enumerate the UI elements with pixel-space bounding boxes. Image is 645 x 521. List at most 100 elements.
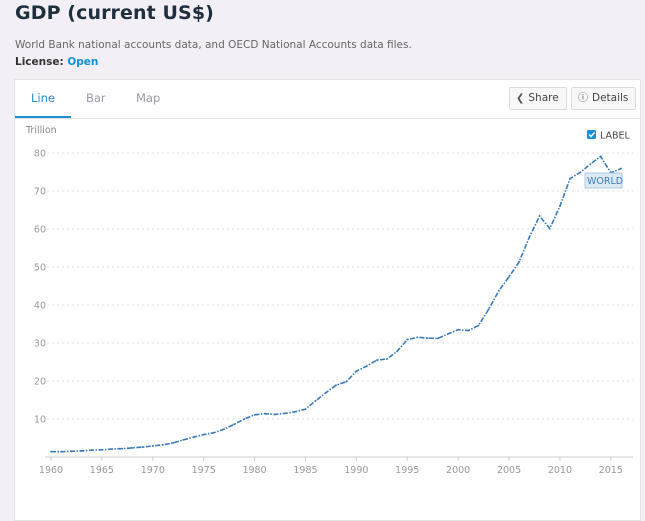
y-tick-label: 70 <box>34 187 46 198</box>
x-tick-label: 1995 <box>395 465 419 476</box>
series-label-text: WORLD <box>587 176 623 187</box>
x-tick-label: 1980 <box>242 465 266 476</box>
data-point <box>90 449 93 452</box>
data-point <box>355 370 358 373</box>
data-point <box>416 336 419 339</box>
data-point <box>579 171 582 174</box>
series-label-world: WORLD <box>584 172 623 189</box>
data-point <box>559 205 561 208</box>
data-point <box>497 289 500 292</box>
series-line-world <box>51 155 622 453</box>
data-point <box>172 442 175 444</box>
data-point <box>406 338 409 341</box>
license-label: License: <box>15 56 68 68</box>
data-point <box>80 450 83 452</box>
license-open-link[interactable]: Open <box>67 56 99 68</box>
source-description: World Bank national accounts data, and O… <box>15 39 412 51</box>
data-point <box>426 337 429 339</box>
license-line: License: Open <box>15 56 98 68</box>
data-point <box>121 447 124 450</box>
data-point <box>304 408 307 411</box>
details-label: Details <box>592 92 629 104</box>
gdp-line-chart: 10 20 30 40 50 60 70 80 1960 1965 1970 1975 1980 198… <box>25 125 633 476</box>
label-toggle-text: LABEL <box>600 131 631 142</box>
details-button[interactable]: ⓘ Details <box>571 87 637 110</box>
data-point <box>508 275 510 278</box>
data-point <box>182 439 185 441</box>
y-tick-label: 20 <box>34 377 46 388</box>
data-point <box>233 423 236 426</box>
data-point <box>375 359 378 361</box>
data-point <box>151 445 154 447</box>
data-point <box>274 413 276 416</box>
series-points <box>50 155 622 453</box>
x-tick-label: 2015 <box>599 465 623 476</box>
y-tick-label: 40 <box>34 301 46 312</box>
data-point <box>100 448 103 451</box>
data-point <box>620 167 622 170</box>
data-point <box>365 365 368 368</box>
x-tick-label: 1990 <box>344 465 368 476</box>
data-point <box>192 436 195 439</box>
data-point <box>487 308 490 311</box>
data-point <box>335 384 337 387</box>
data-point <box>162 443 164 446</box>
x-tick-label: 2005 <box>497 465 521 476</box>
x-tick-label: 1970 <box>141 465 165 476</box>
chart-card: Line Bar Map ❮ Share ⓘ Details 10 20 30 40 50 6… <box>14 79 641 521</box>
data-point <box>141 446 144 449</box>
data-point <box>385 358 388 360</box>
x-tick-label: 1985 <box>293 465 317 476</box>
data-point <box>345 380 348 383</box>
data-point <box>60 450 63 453</box>
x-tick-label: 2010 <box>548 465 572 476</box>
tab-map[interactable]: Map <box>136 91 161 105</box>
data-point <box>396 350 398 353</box>
data-point <box>477 324 480 327</box>
data-point <box>324 391 327 394</box>
data-point <box>294 410 297 413</box>
data-point <box>457 328 460 331</box>
data-point <box>599 155 602 158</box>
x-tick-label: 1975 <box>192 465 216 476</box>
info-icon: ⓘ <box>578 93 588 104</box>
data-point <box>436 337 439 340</box>
tab-line[interactable]: Line <box>15 80 71 118</box>
data-point <box>467 329 470 332</box>
x-axis-ticks: 1960 1965 1970 1975 1980 1985 1990 1995 2000 2005… <box>39 457 623 476</box>
data-point <box>111 448 113 450</box>
data-point <box>548 227 551 230</box>
data-point <box>212 431 215 434</box>
data-point <box>202 433 205 436</box>
y-tick-label: 50 <box>34 263 46 274</box>
label-toggle[interactable]: LABEL <box>587 130 631 142</box>
y-axis-ticks: 10 20 30 40 50 60 70 80 <box>34 149 46 426</box>
x-tick-label: 2000 <box>446 465 470 476</box>
share-label: Share <box>528 92 559 104</box>
y-tick-label: 10 <box>34 415 46 426</box>
share-button[interactable]: ❮ Share <box>509 87 567 110</box>
y-tick-label: 30 <box>34 339 46 350</box>
data-point <box>263 412 266 415</box>
data-point <box>538 215 541 217</box>
label-checkbox[interactable] <box>587 130 596 139</box>
y-tick-label: 60 <box>34 225 46 236</box>
data-point <box>447 332 449 335</box>
share-icon: ❮ <box>516 93 525 104</box>
data-point <box>131 446 134 449</box>
data-point <box>50 450 52 453</box>
data-point <box>314 399 317 402</box>
data-point <box>589 163 592 165</box>
data-point <box>518 260 521 263</box>
x-tick-label: 1960 <box>39 465 63 476</box>
tab-bar[interactable]: Bar <box>86 91 106 105</box>
data-point <box>528 236 531 238</box>
data-point <box>253 413 256 416</box>
y-tick-label: 80 <box>34 149 46 160</box>
page-title: GDP (current US$) <box>15 2 214 24</box>
data-point <box>70 450 73 453</box>
checkmark-icon <box>588 132 596 138</box>
chart-gridlines <box>47 152 633 420</box>
x-tick-label: 1965 <box>90 465 114 476</box>
series-label-box <box>584 172 623 189</box>
